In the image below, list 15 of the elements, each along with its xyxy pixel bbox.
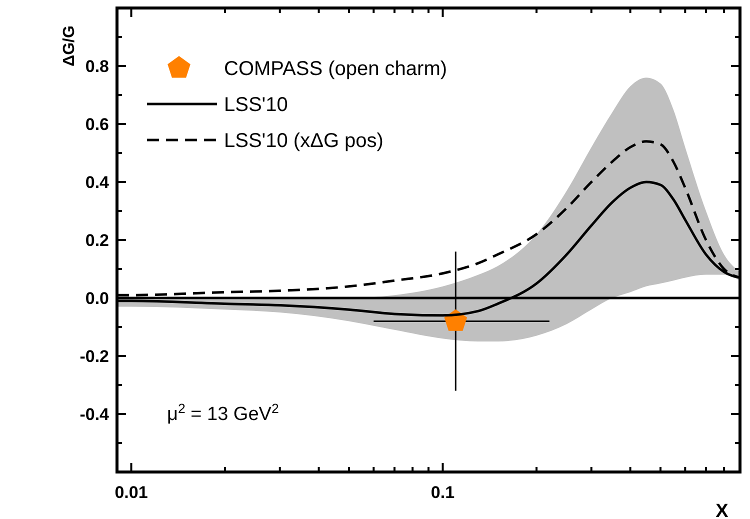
y-tick-label: 0.6 (85, 115, 109, 134)
y-tick-label: 0.4 (85, 173, 110, 192)
y-tick-label: 0.8 (85, 57, 109, 76)
y-tick-label: -0.2 (80, 347, 109, 366)
legend-label: COMPASS (open charm) (224, 58, 448, 80)
annotation: μ$^{2}$ = 13 GeV$^{2}$ (167, 400, 279, 425)
legend-label: LSS'10 (224, 94, 288, 116)
legend-label: LSS'10 (xΔG pos) (224, 130, 384, 152)
x-tick-label: 0.1 (430, 483, 455, 502)
y-tick-label: 0.2 (85, 231, 109, 250)
y-tick-label: 0.0 (85, 289, 109, 308)
x-tick-label: 0.01 (114, 483, 148, 502)
y-tick-label: -0.4 (80, 405, 110, 424)
x-axis-title: X (716, 501, 729, 519)
y-axis-title: ΔG/G (61, 26, 78, 66)
